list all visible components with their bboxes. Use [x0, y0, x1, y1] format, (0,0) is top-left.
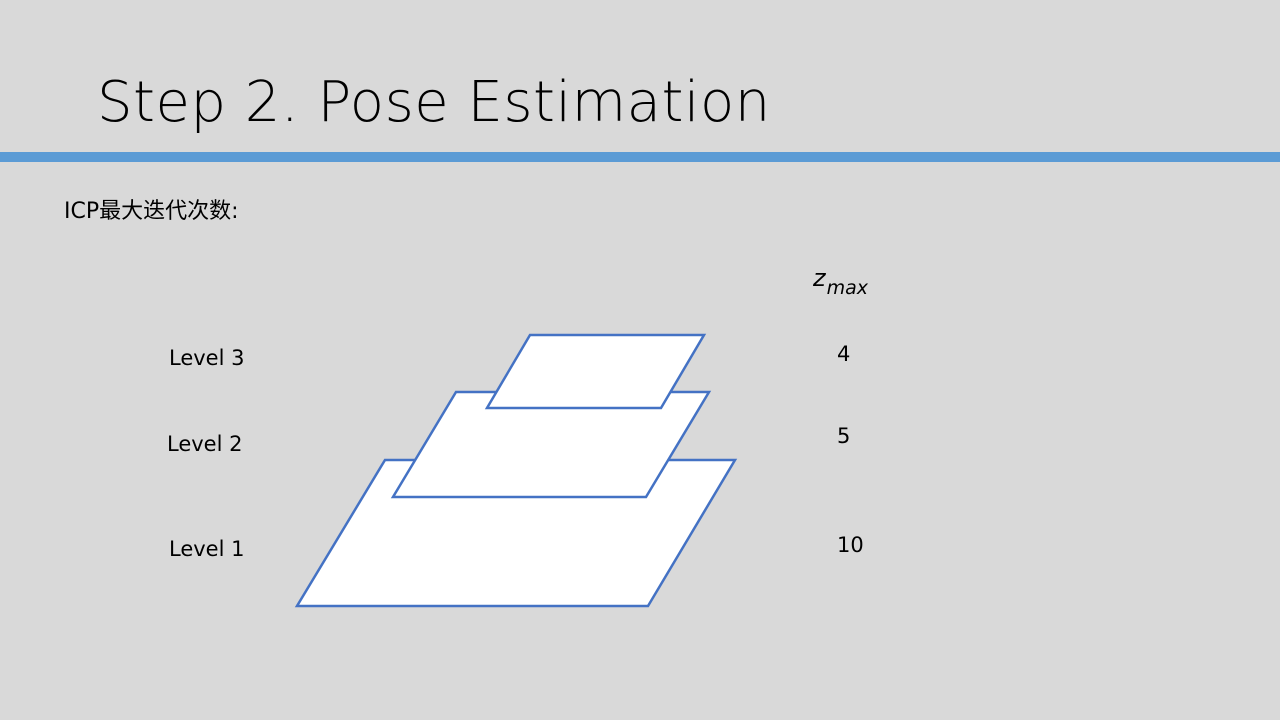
title-divider [0, 152, 1280, 162]
level-3-label: Level 3 [169, 346, 245, 370]
level-3-value: 4 [837, 342, 851, 366]
level-2-value: 5 [837, 424, 851, 448]
level-1-value: 10 [837, 533, 864, 557]
zmax-column-header: zmax [813, 264, 868, 299]
level-1-label: Level 1 [169, 537, 245, 561]
zmax-subscript: max [826, 277, 869, 299]
level-3-plane [484, 333, 707, 410]
zmax-symbol: z [813, 264, 826, 292]
slide-title: Step 2. Pose Estimation [97, 70, 771, 135]
level-2-label: Level 2 [167, 432, 243, 456]
subtitle: ICP最大迭代次数: [64, 199, 239, 224]
